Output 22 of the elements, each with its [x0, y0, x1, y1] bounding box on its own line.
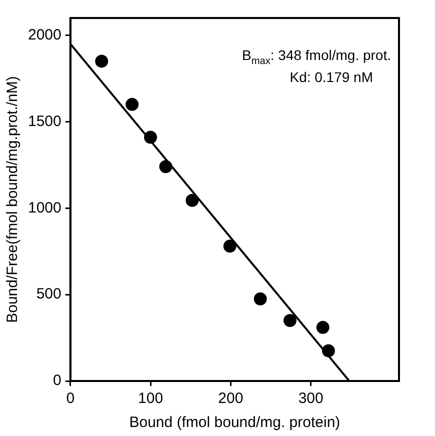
y-tick-label: 1000	[28, 199, 62, 216]
y-tick-label: 0	[53, 372, 62, 390]
point	[144, 130, 158, 144]
y-tick-label: 2000	[28, 26, 62, 44]
point	[223, 240, 236, 253]
x-tick-label: 100	[138, 390, 164, 408]
x-tick-label: 0	[66, 390, 75, 408]
point	[316, 320, 330, 334]
point	[126, 98, 139, 111]
point	[95, 54, 108, 68]
y-tick-label: 1500	[28, 112, 62, 130]
point	[254, 292, 267, 306]
x-axis-title: Bound (fmol bound/mg. protein)	[129, 414, 340, 432]
annotation: Kd: 0.179 nM	[290, 69, 374, 85]
point	[186, 194, 199, 207]
point	[322, 344, 335, 358]
x-tick-label: 200	[218, 390, 244, 408]
x-tick-label: 300	[298, 390, 324, 408]
y-axis-title: Bound/Free(fmol bound/mg.prot./nM)	[4, 76, 22, 323]
y-tick-label: 500	[36, 286, 62, 303]
point	[159, 160, 172, 174]
point	[283, 314, 296, 327]
